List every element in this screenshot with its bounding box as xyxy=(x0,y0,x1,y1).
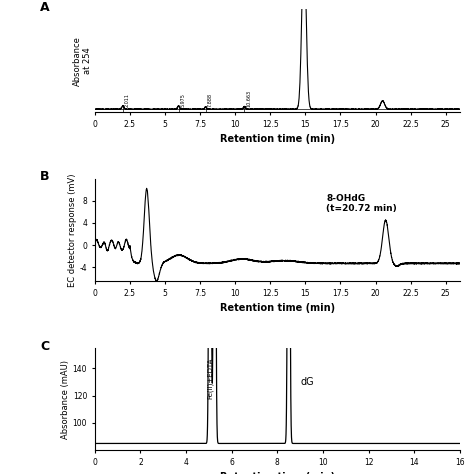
Text: C: C xyxy=(40,339,49,353)
X-axis label: Retention time (min): Retention time (min) xyxy=(220,134,335,144)
Text: 5.975: 5.975 xyxy=(181,93,186,107)
Text: B: B xyxy=(40,171,50,183)
Y-axis label: EC detector response (mV): EC detector response (mV) xyxy=(68,173,77,287)
Text: A: A xyxy=(40,1,50,14)
Text: 10.663: 10.663 xyxy=(246,90,252,107)
Text: 7.888: 7.888 xyxy=(208,93,213,107)
Text: 2.011: 2.011 xyxy=(125,93,130,107)
X-axis label: Retention time (min): Retention time (min) xyxy=(220,473,335,474)
Text: 8-OHdG
(t=20.72 min): 8-OHdG (t=20.72 min) xyxy=(327,194,397,213)
Y-axis label: Absorbance
at 254: Absorbance at 254 xyxy=(73,36,92,86)
Y-axis label: Absorbance (mAU): Absorbance (mAU) xyxy=(61,360,70,438)
Text: Fe(II)+EDTA: Fe(II)+EDTA xyxy=(207,357,213,399)
X-axis label: Retention time (min): Retention time (min) xyxy=(220,303,335,313)
Text: dG: dG xyxy=(300,377,314,387)
